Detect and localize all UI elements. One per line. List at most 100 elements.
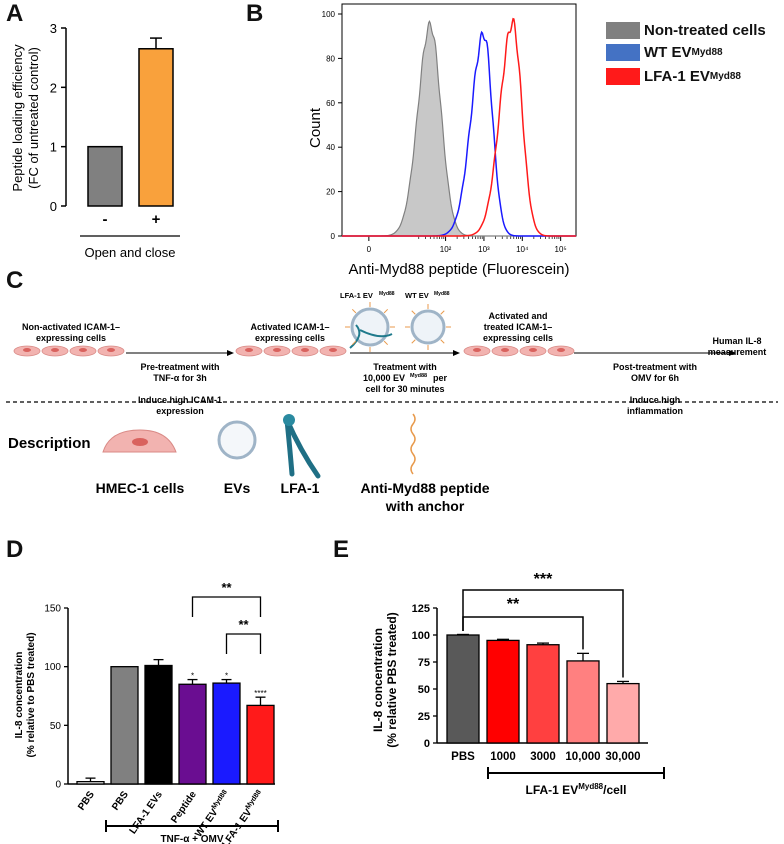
panel-label-d: D — [6, 536, 24, 563]
b-xlabel: Anti-Myd88 peptide (Fluorescein) — [349, 261, 570, 278]
b-ytick-label: 20 — [326, 188, 335, 197]
c-arrow3-head — [729, 350, 736, 356]
d-sig-bracket — [225, 633, 262, 654]
a-ylabel2: (FC of untreated control) — [26, 47, 41, 189]
d-xtick-label: LFA-1 EVMyd88 — [219, 789, 267, 844]
a-ytick-label: 2 — [50, 80, 57, 95]
legend-non-treated: Non-treated cells — [606, 22, 766, 39]
c-ev-wt-icon — [410, 309, 446, 345]
e-bar — [446, 634, 480, 744]
e-bar — [526, 644, 560, 744]
a-bar — [138, 48, 174, 207]
e-ytick-label: 0 — [424, 738, 430, 750]
e-ytick-label: 50 — [418, 684, 430, 696]
d-sig-mark: * — [225, 672, 228, 681]
d-xtick-label: WT EVMyd88 — [192, 789, 233, 840]
d-xtick-label: PBS — [76, 789, 97, 812]
c-hmec-label: HMEC-1 cells — [96, 480, 185, 496]
e-sig-bracket — [462, 616, 584, 650]
c-arrow3-label: Induce high — [630, 395, 681, 405]
c-step2-label: expressing cells — [255, 333, 325, 343]
c-peptide-mark — [440, 339, 445, 344]
c-lfa1-head-icon — [283, 414, 295, 426]
d-group-label: TNF-α + OMV — [160, 834, 223, 844]
b-series-wt-ev — [342, 30, 576, 237]
e-ytick-label: 125 — [412, 603, 430, 615]
c-arrow2-head — [453, 350, 460, 356]
c-lfa1-icon — [284, 417, 321, 479]
c-step1-label: Non-activated ICAM-1– — [22, 322, 120, 332]
b-ytick-label: 40 — [326, 143, 335, 152]
chart-b: 0 20 40 60 80 100 0 10² 10³ 10⁴ 10⁵ Count Anti-Myd88… — [307, 3, 577, 278]
b-ytick-label: 60 — [326, 99, 335, 108]
a-ytick-label: 3 — [50, 21, 57, 36]
c-arrow2-label: cell for 30 minutes — [365, 384, 444, 394]
c-evs-label: EVs — [224, 480, 251, 496]
d-sig-mark: * — [191, 672, 194, 681]
c-cells-step2 — [235, 345, 347, 357]
d-xtick-label: LFA-1 EVs — [128, 789, 166, 836]
e-bar — [566, 660, 600, 744]
a-ytick-label: 0 — [50, 199, 57, 214]
e-ytick-label: 75 — [418, 657, 430, 669]
c-peptide-mark — [440, 310, 445, 315]
c-cells-step1 — [13, 345, 125, 357]
a-ytick-label: 1 — [50, 140, 57, 155]
d-bar — [110, 666, 139, 785]
d-ytick-label: 50 — [50, 721, 62, 732]
legend-sup-wt: Myd88 — [691, 47, 723, 58]
panel-label-e: E — [333, 536, 350, 563]
b-series-lfa-ev — [342, 17, 576, 237]
legend-wt-ev: WT EV Myd88 — [606, 44, 723, 61]
c-peptide-mark — [383, 340, 389, 346]
d-ylabel: IL-8 concentration — [14, 652, 25, 739]
c-arrow2-label: Treatment with — [373, 362, 437, 372]
e-xtick-label: PBS — [451, 751, 475, 763]
d-sig-label: ** — [238, 617, 249, 632]
d-bar — [246, 704, 275, 785]
legend-sup-lfa: Myd88 — [709, 71, 741, 82]
e-sig-label: *** — [534, 571, 553, 588]
c-cells-step3 — [463, 345, 575, 357]
c-step4-label: measurement — [708, 347, 767, 357]
c-step3-label: expressing cells — [483, 333, 553, 343]
d-sig-label: ** — [221, 580, 232, 595]
c-peptide-mark — [411, 339, 416, 344]
d-ytick-label: 100 — [44, 662, 61, 673]
b-ytick-label: 0 — [331, 232, 336, 241]
d-sig-mark: **** — [254, 689, 266, 698]
e-ytick-label: 100 — [412, 630, 430, 642]
e-xtick-label: 1000 — [490, 751, 516, 763]
legend-swatch-blue — [606, 44, 640, 61]
c-peptide-label: with anchor — [385, 498, 465, 514]
c-arrow1-label: Induce high ICAM-1 — [138, 395, 222, 405]
c-step3-label: treated ICAM-1– — [484, 322, 553, 332]
e-ytick-label: 25 — [418, 711, 430, 723]
c-step3-label: Activated and — [488, 311, 547, 321]
legend-swatch-red — [606, 68, 640, 85]
c-arrow3-label: OMV for 6h — [631, 373, 679, 383]
c-step4-label: Human IL-8 — [712, 336, 761, 346]
c-arrow1-head — [227, 350, 234, 356]
c-peptide-mark — [383, 308, 389, 314]
d-xtick-label: Peptide — [169, 789, 199, 825]
c-hmec-nucleus-icon — [132, 438, 148, 446]
e-sig-label: ** — [507, 596, 520, 613]
c-peptide-mark — [411, 310, 416, 315]
b-xtick-label: 10⁵ — [555, 245, 567, 254]
c-arrow3-label: inflammation — [627, 406, 683, 416]
c-ev-icon — [217, 420, 257, 460]
panel-label-a: A — [6, 0, 24, 27]
b-ytick-label: 80 — [326, 54, 335, 63]
c-arrow1-label: Pre-treatment with — [140, 362, 219, 372]
c-lfa-protein-icon — [349, 324, 393, 349]
d-sig-bracket — [191, 596, 262, 617]
d-xtick-label: PBS — [110, 789, 131, 812]
c-peptide-icon — [410, 413, 416, 475]
d-ytick-label: 0 — [55, 780, 61, 791]
c-arrow1-label: expression — [156, 406, 204, 416]
e-ylabel2: (% relative PBS treated) — [385, 612, 399, 747]
d-bar — [178, 683, 207, 785]
panel-label-c: C — [6, 267, 24, 294]
